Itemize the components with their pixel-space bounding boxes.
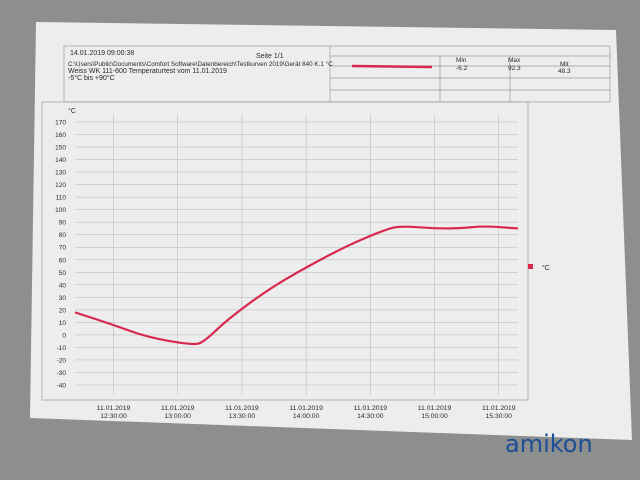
stat-avg-value: 48.3 [558,68,571,75]
y-tick-label: 50 [59,270,67,277]
x-tick-date: 11.01.2019 [482,405,516,412]
x-tick-date: 11.01.2019 [354,405,388,412]
y-tick-label: 110 [56,195,67,202]
y-tick-label: 90 [59,220,67,227]
chart-frame [41,101,529,401]
y-tick-label: 140 [55,157,66,164]
header-description: Weiss WK 111-600 Temperaturtest vom 11.0… [68,68,227,75]
header-page: Seite 1/1 [256,53,284,60]
grid [75,114,518,395]
x-tick-date: 11.01.2019 [289,405,323,412]
stat-max-label: Max [508,57,521,64]
header-timestamp: 14.01.2019 09:00:38 [70,50,134,57]
y-tick-label: 20 [59,307,67,314]
y-tick-label: 170 [55,120,66,127]
y-axis: 1701601501401301201101009080706050403020… [55,120,66,390]
y-tick-label: 160 [55,132,66,139]
series-line [74,225,519,346]
x-tick-date: 11.01.2019 [418,405,452,412]
stat-avg-label: Mit [560,61,569,68]
x-tick-time: 13:00:00 [164,413,191,420]
y-tick-label: 70 [59,245,67,252]
x-tick-time: 15:30:00 [486,413,513,420]
y-tick-label: 130 [55,170,66,177]
y-tick-label: 150 [55,145,66,152]
y-tick-label: 0 [62,332,66,339]
y-tick-label: 60 [59,257,67,264]
legend-label: °C [542,264,550,272]
y-tick-label: 80 [59,232,67,239]
x-tick-time: 15:00:00 [421,413,448,420]
y-axis-label: °C [68,107,76,115]
y-tick-label: -30 [57,370,67,377]
x-tick-date: 11.01.2019 [161,405,195,412]
x-tick-date: 11.01.2019 [225,405,259,412]
x-axis: 11.01.201912:30:0011.01.201913:00:0011.0… [97,405,516,420]
x-tick-time: 14:00:00 [293,413,320,420]
header-path: C:\Users\Public\Documents\Comfort Softwa… [68,60,333,68]
y-tick-label: -40 [57,383,67,390]
header-legend-line [351,64,433,69]
y-tick-label: -10 [57,345,67,352]
stat-max-value: 92.3 [508,65,521,72]
y-tick-label: -20 [57,357,67,364]
stat-min-value: -6.2 [456,65,468,72]
y-tick-label: 40 [59,282,67,289]
x-tick-time: 13:30:00 [229,413,256,420]
y-tick-label: 120 [55,182,66,189]
amikon-logo: amikon [505,430,593,458]
paper-sheet [30,22,632,440]
y-tick-label: 10 [59,320,67,327]
header-range: -5°C bis +90°C [68,74,115,82]
y-tick-label: 100 [55,207,66,214]
y-tick-label: 30 [59,295,67,302]
legend-swatch [528,264,533,269]
stat-min-label: Min [456,57,467,64]
x-tick-time: 12:30:00 [100,413,127,420]
x-tick-date: 11.01.2019 [97,405,131,412]
x-tick-time: 14:30:00 [357,413,384,420]
